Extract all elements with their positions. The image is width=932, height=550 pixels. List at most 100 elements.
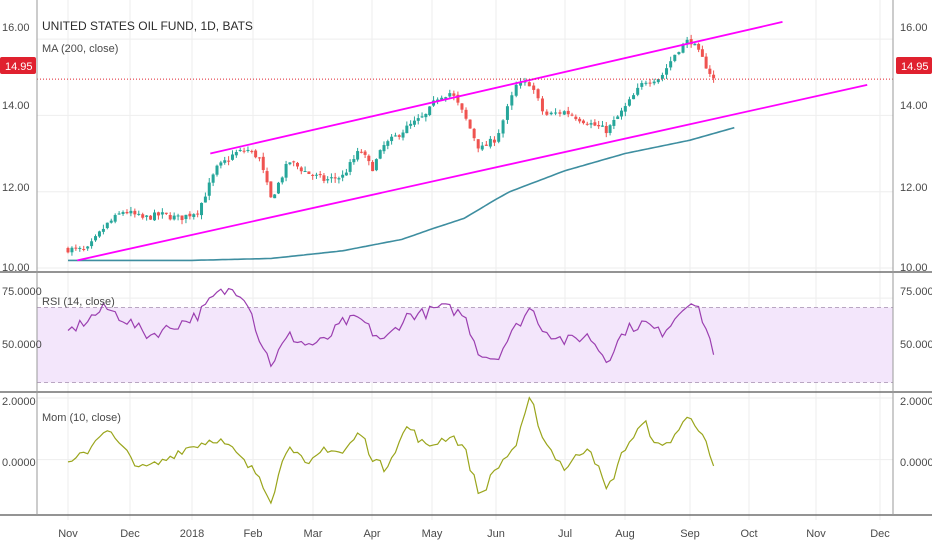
candle — [660, 72, 664, 82]
y-tick-left: 50.0000 — [2, 339, 42, 351]
candle — [401, 129, 405, 141]
candle — [527, 81, 531, 87]
candle — [420, 112, 424, 119]
candle — [492, 136, 496, 147]
candle — [616, 115, 620, 120]
candle — [405, 121, 409, 134]
candle — [519, 77, 523, 89]
y-tick-left: 75.0000 — [2, 286, 42, 298]
rsi-line — [67, 287, 715, 368]
candle — [117, 211, 121, 215]
candle — [250, 149, 254, 154]
candle — [113, 213, 117, 224]
candle — [234, 149, 238, 158]
candle — [333, 172, 337, 183]
channel-lower-line[interactable] — [77, 83, 868, 262]
x-tick-label: Jun — [487, 528, 505, 540]
candle — [448, 89, 452, 99]
candle — [612, 116, 616, 130]
candle — [549, 111, 553, 116]
candle — [600, 120, 604, 127]
candle — [363, 150, 367, 159]
candle — [242, 147, 246, 154]
candle — [574, 114, 578, 121]
candle — [382, 141, 386, 154]
candle — [386, 139, 390, 150]
candle — [230, 150, 234, 161]
candle — [207, 178, 211, 201]
candle — [536, 88, 540, 101]
candle — [172, 212, 176, 221]
candle — [648, 79, 652, 87]
candle — [156, 211, 160, 220]
candle — [468, 119, 472, 129]
candle — [501, 119, 505, 138]
candle — [180, 215, 184, 225]
candle — [704, 53, 708, 69]
candle — [632, 93, 636, 100]
candle — [390, 134, 394, 145]
candle — [505, 103, 509, 124]
candle — [472, 127, 476, 142]
y-tick-right: 10.00 — [900, 262, 928, 274]
momentum-line — [67, 396, 715, 505]
candle — [476, 139, 480, 153]
candle — [265, 167, 269, 186]
candle — [219, 160, 223, 169]
candle — [416, 114, 420, 125]
candle — [452, 90, 456, 101]
x-tick-label: Dec — [870, 528, 890, 540]
candle — [597, 120, 601, 129]
x-tick-label: Oct — [740, 528, 757, 540]
candle — [669, 56, 673, 71]
ma-label: MA (200, close) — [42, 43, 118, 55]
candle — [608, 124, 612, 136]
candle — [307, 171, 311, 175]
candle — [712, 70, 716, 83]
candle — [497, 129, 501, 144]
x-tick-label: Mar — [304, 528, 323, 540]
candle — [149, 215, 153, 220]
candle — [141, 212, 145, 220]
candle — [585, 121, 589, 126]
candle — [460, 103, 464, 114]
candle — [284, 160, 288, 182]
candle — [97, 230, 101, 238]
candle — [619, 107, 623, 120]
candle — [356, 147, 360, 162]
candle — [510, 91, 514, 110]
candle — [133, 208, 137, 218]
candle — [269, 181, 273, 198]
candle — [78, 246, 82, 252]
chart-title: UNITED STATES OIL FUND, 1D, BATS — [42, 19, 253, 33]
y-tick-left: 14.00 — [2, 100, 30, 112]
candle — [273, 194, 277, 199]
candle — [109, 218, 113, 224]
candle — [66, 246, 70, 254]
candle — [488, 135, 492, 149]
candle — [105, 222, 109, 230]
candle — [652, 78, 656, 86]
candle — [125, 209, 129, 215]
candle — [665, 64, 669, 80]
rsi-band — [37, 307, 893, 383]
candle — [348, 159, 352, 176]
candle — [374, 158, 378, 172]
candle — [428, 106, 432, 117]
candle — [570, 112, 574, 117]
candle — [303, 166, 307, 173]
candle — [311, 173, 315, 180]
candle — [101, 224, 105, 235]
candle — [371, 160, 375, 172]
last-price-badge-right: 14.95 — [896, 57, 932, 74]
candle — [329, 173, 333, 183]
candle — [196, 210, 200, 218]
candle — [292, 160, 296, 167]
candle — [484, 140, 488, 146]
candle — [164, 212, 168, 216]
y-tick-right: 14.00 — [900, 100, 928, 112]
candle — [227, 156, 231, 166]
candle — [74, 244, 78, 251]
channel-upper-line[interactable] — [210, 21, 783, 155]
